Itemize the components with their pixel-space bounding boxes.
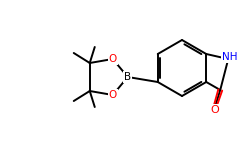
Text: O: O [109,54,117,64]
Text: NH: NH [222,52,238,62]
Text: O: O [109,90,117,100]
Text: B: B [124,72,131,82]
Text: O: O [211,105,220,115]
